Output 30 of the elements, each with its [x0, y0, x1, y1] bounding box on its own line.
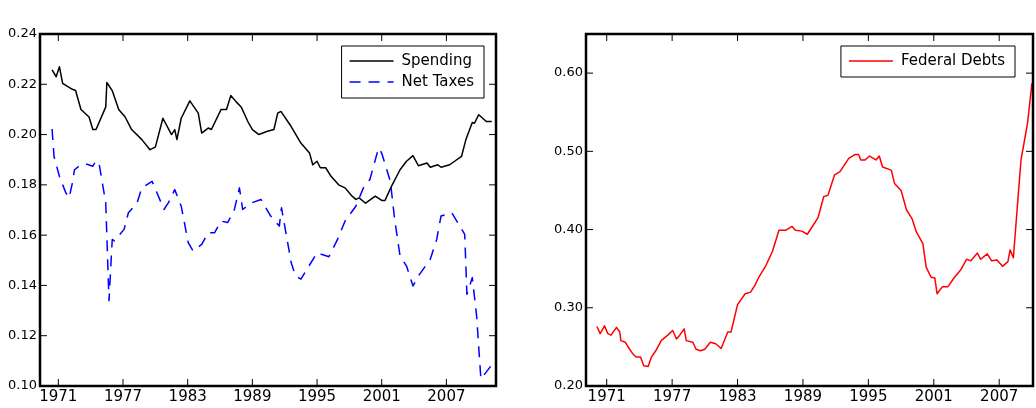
- legend-label: Federal Debts: [900, 50, 1006, 69]
- y-tick-label: 0.22: [8, 75, 37, 91]
- y-tick-label: 0.24: [8, 25, 37, 41]
- y-tick-label: 0.10: [8, 377, 37, 393]
- legend-label: Spending: [401, 50, 473, 69]
- x-tick-label: 1989: [233, 386, 272, 405]
- x-tick-label: 2007: [427, 386, 466, 405]
- y-tick-label: 0.20: [8, 125, 37, 141]
- x-tick-label: 2007: [980, 386, 1019, 405]
- x-tick-label: 1983: [718, 386, 757, 405]
- x-tick-label: 1989: [783, 386, 823, 405]
- y-tick-label: 0.14: [8, 276, 37, 292]
- y-tick-label: 0.30: [554, 299, 583, 315]
- x-tick-label: 2001: [914, 386, 953, 405]
- x-tick-label: 2001: [362, 386, 401, 405]
- x-tick-label: 1977: [103, 386, 143, 405]
- y-tick-label: 0.40: [554, 220, 583, 236]
- x-tick-label: 1971: [587, 386, 626, 405]
- y-tick-label: 0.18: [8, 176, 37, 192]
- y-tick-label: 0.60: [554, 64, 583, 80]
- x-tick-label: 1971: [39, 386, 78, 405]
- legend-label: Net Taxes: [401, 71, 475, 90]
- y-tick-label: 0.20: [554, 377, 583, 393]
- y-tick-label: 0.50: [554, 142, 583, 158]
- x-tick-label: 1983: [168, 386, 207, 405]
- x-tick-label: 1995: [849, 386, 888, 405]
- y-tick-label: 0.12: [8, 327, 37, 343]
- y-tick-label: 0.16: [8, 226, 37, 242]
- x-tick-label: 1977: [653, 386, 692, 405]
- x-tick-label: 1995: [297, 386, 337, 405]
